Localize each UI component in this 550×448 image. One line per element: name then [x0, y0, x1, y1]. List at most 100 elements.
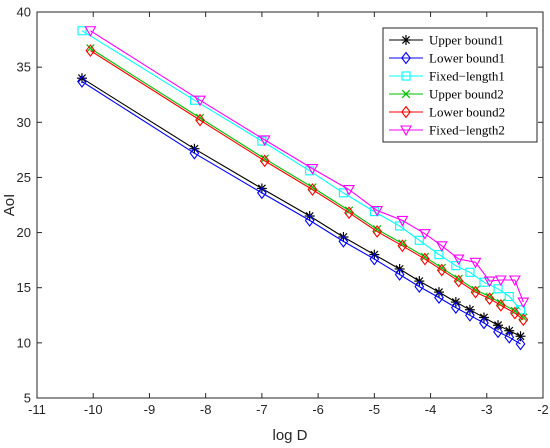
- x-tick-label: -7: [256, 402, 268, 417]
- series-4: [86, 44, 528, 322]
- series-4-point: [398, 239, 407, 248]
- legend-entry-2: Lower bound1: [389, 51, 505, 66]
- series-5-point-shape: [344, 206, 354, 220]
- series-2-point: [304, 214, 315, 227]
- series-5-point-shape: [372, 225, 383, 238]
- series-6-point-shape: [194, 95, 206, 107]
- series-6-point-shape: [508, 275, 521, 287]
- series-2-point: [504, 330, 515, 344]
- legend-label: Lower bound2: [429, 105, 505, 120]
- series-6-point: [508, 275, 521, 287]
- x-tick-label: -11: [28, 402, 46, 417]
- series-4-point: [420, 252, 430, 262]
- series-6-point-shape: [469, 257, 482, 269]
- series-1-point: [493, 320, 504, 331]
- series-5-point: [518, 313, 529, 327]
- series-4-point: [496, 298, 506, 308]
- axes-box: [36, 11, 544, 399]
- series-2-point: [515, 337, 526, 351]
- series-5-point-shape: [470, 285, 481, 299]
- series-6-point-shape: [452, 254, 465, 266]
- series-5: [85, 44, 529, 327]
- series-2-point-shape: [450, 301, 461, 314]
- series-6-point: [194, 95, 206, 107]
- series-4-point-stroke: [344, 206, 354, 215]
- series-4-point: [86, 44, 95, 53]
- series-4-point: [519, 313, 528, 322]
- series-3-point: [338, 188, 348, 198]
- x-axis-label: log D: [272, 427, 307, 444]
- series-2-point: [493, 325, 503, 339]
- series-1-point-stroke: [493, 321, 503, 330]
- series-5-point-shape: [495, 298, 506, 312]
- legend-label: Lower bound1: [429, 51, 505, 66]
- legend-label: Upper bound2: [429, 87, 504, 102]
- series-2-point: [479, 316, 489, 330]
- y-tick-label: 5: [24, 391, 31, 406]
- series-6-point: [469, 257, 482, 269]
- series-1-point: [515, 331, 526, 342]
- series-3-line: [81, 30, 521, 311]
- series-5-point-shape: [509, 306, 520, 320]
- series-4-point-stroke: [496, 298, 506, 308]
- series-3-point-shape: [338, 188, 348, 198]
- series-3-point-shape: [465, 267, 475, 277]
- series-4-point-stroke: [195, 113, 205, 123]
- series-3-point-shape: [451, 261, 461, 271]
- series-5-point-shape: [307, 183, 318, 196]
- legend-entry-1: Upper bound1: [389, 33, 504, 48]
- series-4-point-stroke: [485, 292, 494, 301]
- legend-label: Fixed−length1: [429, 69, 505, 84]
- series-6-point-shape: [258, 135, 271, 147]
- series-5-point: [372, 225, 383, 238]
- series-3-point-shape: [434, 250, 444, 260]
- series-2-point-shape: [493, 325, 503, 339]
- series-5-point: [484, 292, 495, 306]
- series-4-point-stroke: [86, 44, 95, 53]
- series-2-point: [77, 75, 87, 88]
- series-5-point: [420, 252, 430, 266]
- series-6-point-shape: [435, 241, 448, 252]
- series-4-point: [510, 306, 520, 316]
- series-2-point: [450, 301, 461, 314]
- series-5-point: [509, 306, 520, 320]
- series-2-point-shape: [434, 291, 444, 305]
- series-3-point-shape: [504, 291, 514, 302]
- series-2-point-shape: [338, 234, 349, 248]
- legend-entry-6: Fixed−length2: [389, 123, 505, 138]
- series-6-point-shape: [494, 275, 507, 287]
- legend-entry-3: Fixed−length1: [389, 69, 505, 84]
- series-5-point-shape: [484, 292, 495, 306]
- series-6-point: [343, 185, 355, 196]
- x-tick-label: -2: [537, 402, 549, 417]
- series-6-point: [452, 254, 465, 266]
- legend-swatch-marker-shape: [401, 71, 411, 81]
- series-1-point-stroke: [516, 332, 525, 341]
- series-3-point: [414, 235, 424, 245]
- series-2-point: [338, 234, 349, 248]
- series-4-point-stroke: [454, 274, 463, 284]
- series-1-point-stroke: [77, 74, 87, 83]
- series-2-point: [394, 268, 405, 281]
- series-5-line: [90, 50, 524, 321]
- series-2-point: [465, 308, 475, 322]
- series-2-point-shape: [465, 308, 475, 322]
- x-tick-label: -10: [84, 402, 103, 417]
- legend-swatch-marker-shape: [401, 51, 411, 65]
- series-2-point-shape: [369, 252, 380, 266]
- series-6-point: [517, 297, 530, 309]
- series-3-point-shape: [493, 284, 503, 294]
- series-6-point: [396, 215, 409, 227]
- series-4-point-stroke: [398, 239, 407, 248]
- legend-swatch-marker: [401, 89, 411, 99]
- series-4-point: [437, 263, 447, 273]
- series-2-point: [189, 146, 200, 160]
- series-4-point-stroke: [372, 225, 382, 234]
- series-6-point: [371, 205, 384, 217]
- series-5-point-shape: [420, 252, 430, 266]
- series-3-point-shape: [414, 235, 424, 245]
- series-2-point-shape: [515, 337, 526, 351]
- series-1-point: [504, 325, 515, 336]
- y-tick-label: 35: [17, 60, 31, 75]
